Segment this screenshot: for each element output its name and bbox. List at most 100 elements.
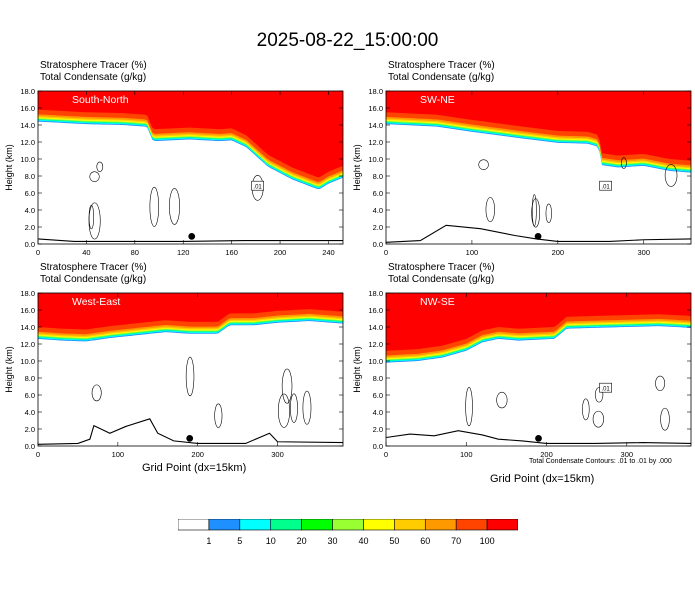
y-tick-label: 16.0	[20, 104, 35, 113]
y-tick-label: 6.0	[25, 391, 35, 400]
y-tick-label: 8.0	[25, 374, 35, 383]
y-tick-label: 6.0	[373, 189, 383, 198]
colorbar-swatch	[332, 519, 364, 531]
sw-ne-plot: .01 SW-NE 0.0 2.0 4.0 6.0 8.0 10.0 12.0 14.0 16.0 1…	[352, 87, 692, 257]
panel-label: NW-SE	[420, 296, 455, 308]
terrain-line	[386, 224, 691, 243]
y-tick-label: 14.0	[368, 121, 383, 130]
colorbar-swatch	[301, 519, 333, 531]
condensate-contour	[277, 393, 291, 428]
panel-nw-se: Stratosphere Tracer (%) Total Condensate…	[348, 262, 695, 492]
condensate-contour	[89, 171, 100, 182]
y-tick-label: 18.0	[368, 289, 383, 298]
y-tick-label: 12.0	[20, 138, 35, 147]
plot-area: .01	[386, 91, 691, 244]
condensate-contour	[592, 410, 604, 428]
y-tick-label: 6.0	[373, 391, 383, 400]
colorbar-swatch	[486, 519, 518, 531]
condensate-contour	[496, 391, 508, 409]
y-tick-label: 4.0	[373, 408, 383, 417]
colorbar-swatch	[455, 519, 488, 531]
x-tick-label: 200	[540, 450, 553, 459]
condensate-contour	[91, 384, 102, 402]
south-north-plot: .01 South-North 0.0 2.0 4.0 6.0 8.0 10.0 12.0 14.…	[4, 87, 344, 257]
condensate-contour	[169, 188, 180, 225]
colorbar-swatch	[424, 519, 457, 531]
y-tick-label: 2.0	[373, 425, 383, 434]
condensate-contour	[485, 197, 495, 223]
panel-label: South-North	[72, 94, 129, 106]
colorbar-swatch	[208, 519, 241, 531]
colorbar-label: 1	[206, 536, 212, 546]
condensate-contour	[290, 393, 298, 423]
west-east-plot: West-East 0.0 2.0 4.0 6.0 8.0 10.0 12.0 14.0 16.0…	[4, 289, 344, 459]
panel-header-line1: Stratosphere Tracer (%)	[40, 262, 147, 273]
x-tick-label: 40	[82, 248, 90, 257]
colorbar-label: 70	[451, 536, 462, 546]
y-tick-label: 18.0	[368, 87, 383, 96]
colorbar-swatch	[363, 519, 395, 531]
condensate-contour	[302, 390, 312, 425]
colorbar-label: 60	[420, 536, 431, 546]
colorbar-label: 5	[237, 536, 243, 546]
tracer-band	[386, 293, 691, 351]
panel-header-line2: Total Condensate (g/kg)	[40, 274, 147, 285]
x-axis-label-left: Grid Point (dx=15km)	[142, 462, 247, 474]
panel-header-line1: Stratosphere Tracer (%)	[388, 262, 495, 273]
tracer-band	[38, 293, 343, 330]
y-tick-label: 14.0	[20, 323, 35, 332]
colorbar-label: 30	[327, 536, 338, 546]
panel-header-line2: Total Condensate (g/kg)	[388, 72, 495, 83]
plot-frame	[385, 90, 692, 245]
colorbar-swatch	[270, 519, 302, 531]
y-tick-label: 8.0	[373, 172, 383, 181]
colorbar-label: 20	[296, 536, 307, 546]
y-axis-label: Height (km)	[352, 346, 362, 393]
y-tick-label: 18.0	[20, 289, 35, 298]
x-tick-label: 200	[191, 450, 204, 459]
y-tick-label: 12.0	[368, 340, 383, 349]
x-axis-label-right: Grid Point (dx=15km)	[490, 473, 595, 485]
x-tick-label: 100	[460, 450, 473, 459]
contour-label-box	[251, 180, 264, 191]
condensate-contour	[664, 164, 678, 187]
x-tick-label: 300	[271, 450, 284, 459]
terrain-line	[38, 418, 343, 445]
tracer-band	[386, 91, 691, 161]
condensate-contour	[594, 387, 604, 403]
y-tick-label: 16.0	[20, 306, 35, 315]
y-tick-label: 10.0	[20, 357, 35, 366]
y-tick-label: 6.0	[25, 189, 35, 198]
location-marker	[535, 434, 542, 442]
condensate-contour	[531, 198, 541, 228]
x-tick-label: 100	[466, 248, 479, 257]
x-tick-label: 0	[384, 248, 388, 257]
x-tick-label: 100	[112, 450, 125, 459]
y-tick-label: 4.0	[25, 206, 35, 215]
y-tick-label: 4.0	[25, 408, 35, 417]
y-tick-label: 10.0	[368, 155, 383, 164]
panel-sw-ne: Stratosphere Tracer (%) Total Condensate…	[348, 60, 695, 290]
y-tick-label: 2.0	[373, 223, 383, 232]
colorbar-label: 10	[265, 536, 276, 546]
contour-label: .01	[601, 185, 610, 191]
y-tick-label: 4.0	[373, 206, 383, 215]
y-tick-label: 14.0	[368, 323, 383, 332]
location-marker	[534, 232, 542, 240]
y-tick-label: 16.0	[368, 104, 383, 113]
condensate-contour	[185, 356, 195, 397]
y-tick-label: 16.0	[368, 306, 383, 315]
colorbar-swatch	[178, 519, 210, 531]
terrain-line	[386, 430, 691, 444]
y-tick-label: 10.0	[20, 155, 35, 164]
condensate-contour	[214, 403, 223, 428]
x-tick-label: 300	[621, 450, 634, 459]
colorbar-label: 40	[358, 536, 369, 546]
panel-west-east: Stratosphere Tracer (%) Total Condensate…	[0, 262, 350, 492]
y-tick-label: 0.0	[25, 442, 35, 451]
x-tick-label: 0	[36, 248, 40, 257]
panel-label: SW-NE	[420, 94, 455, 106]
x-tick-label: 200	[552, 248, 565, 257]
y-tick-label: 12.0	[20, 340, 35, 349]
contour-label: .01	[253, 185, 262, 191]
